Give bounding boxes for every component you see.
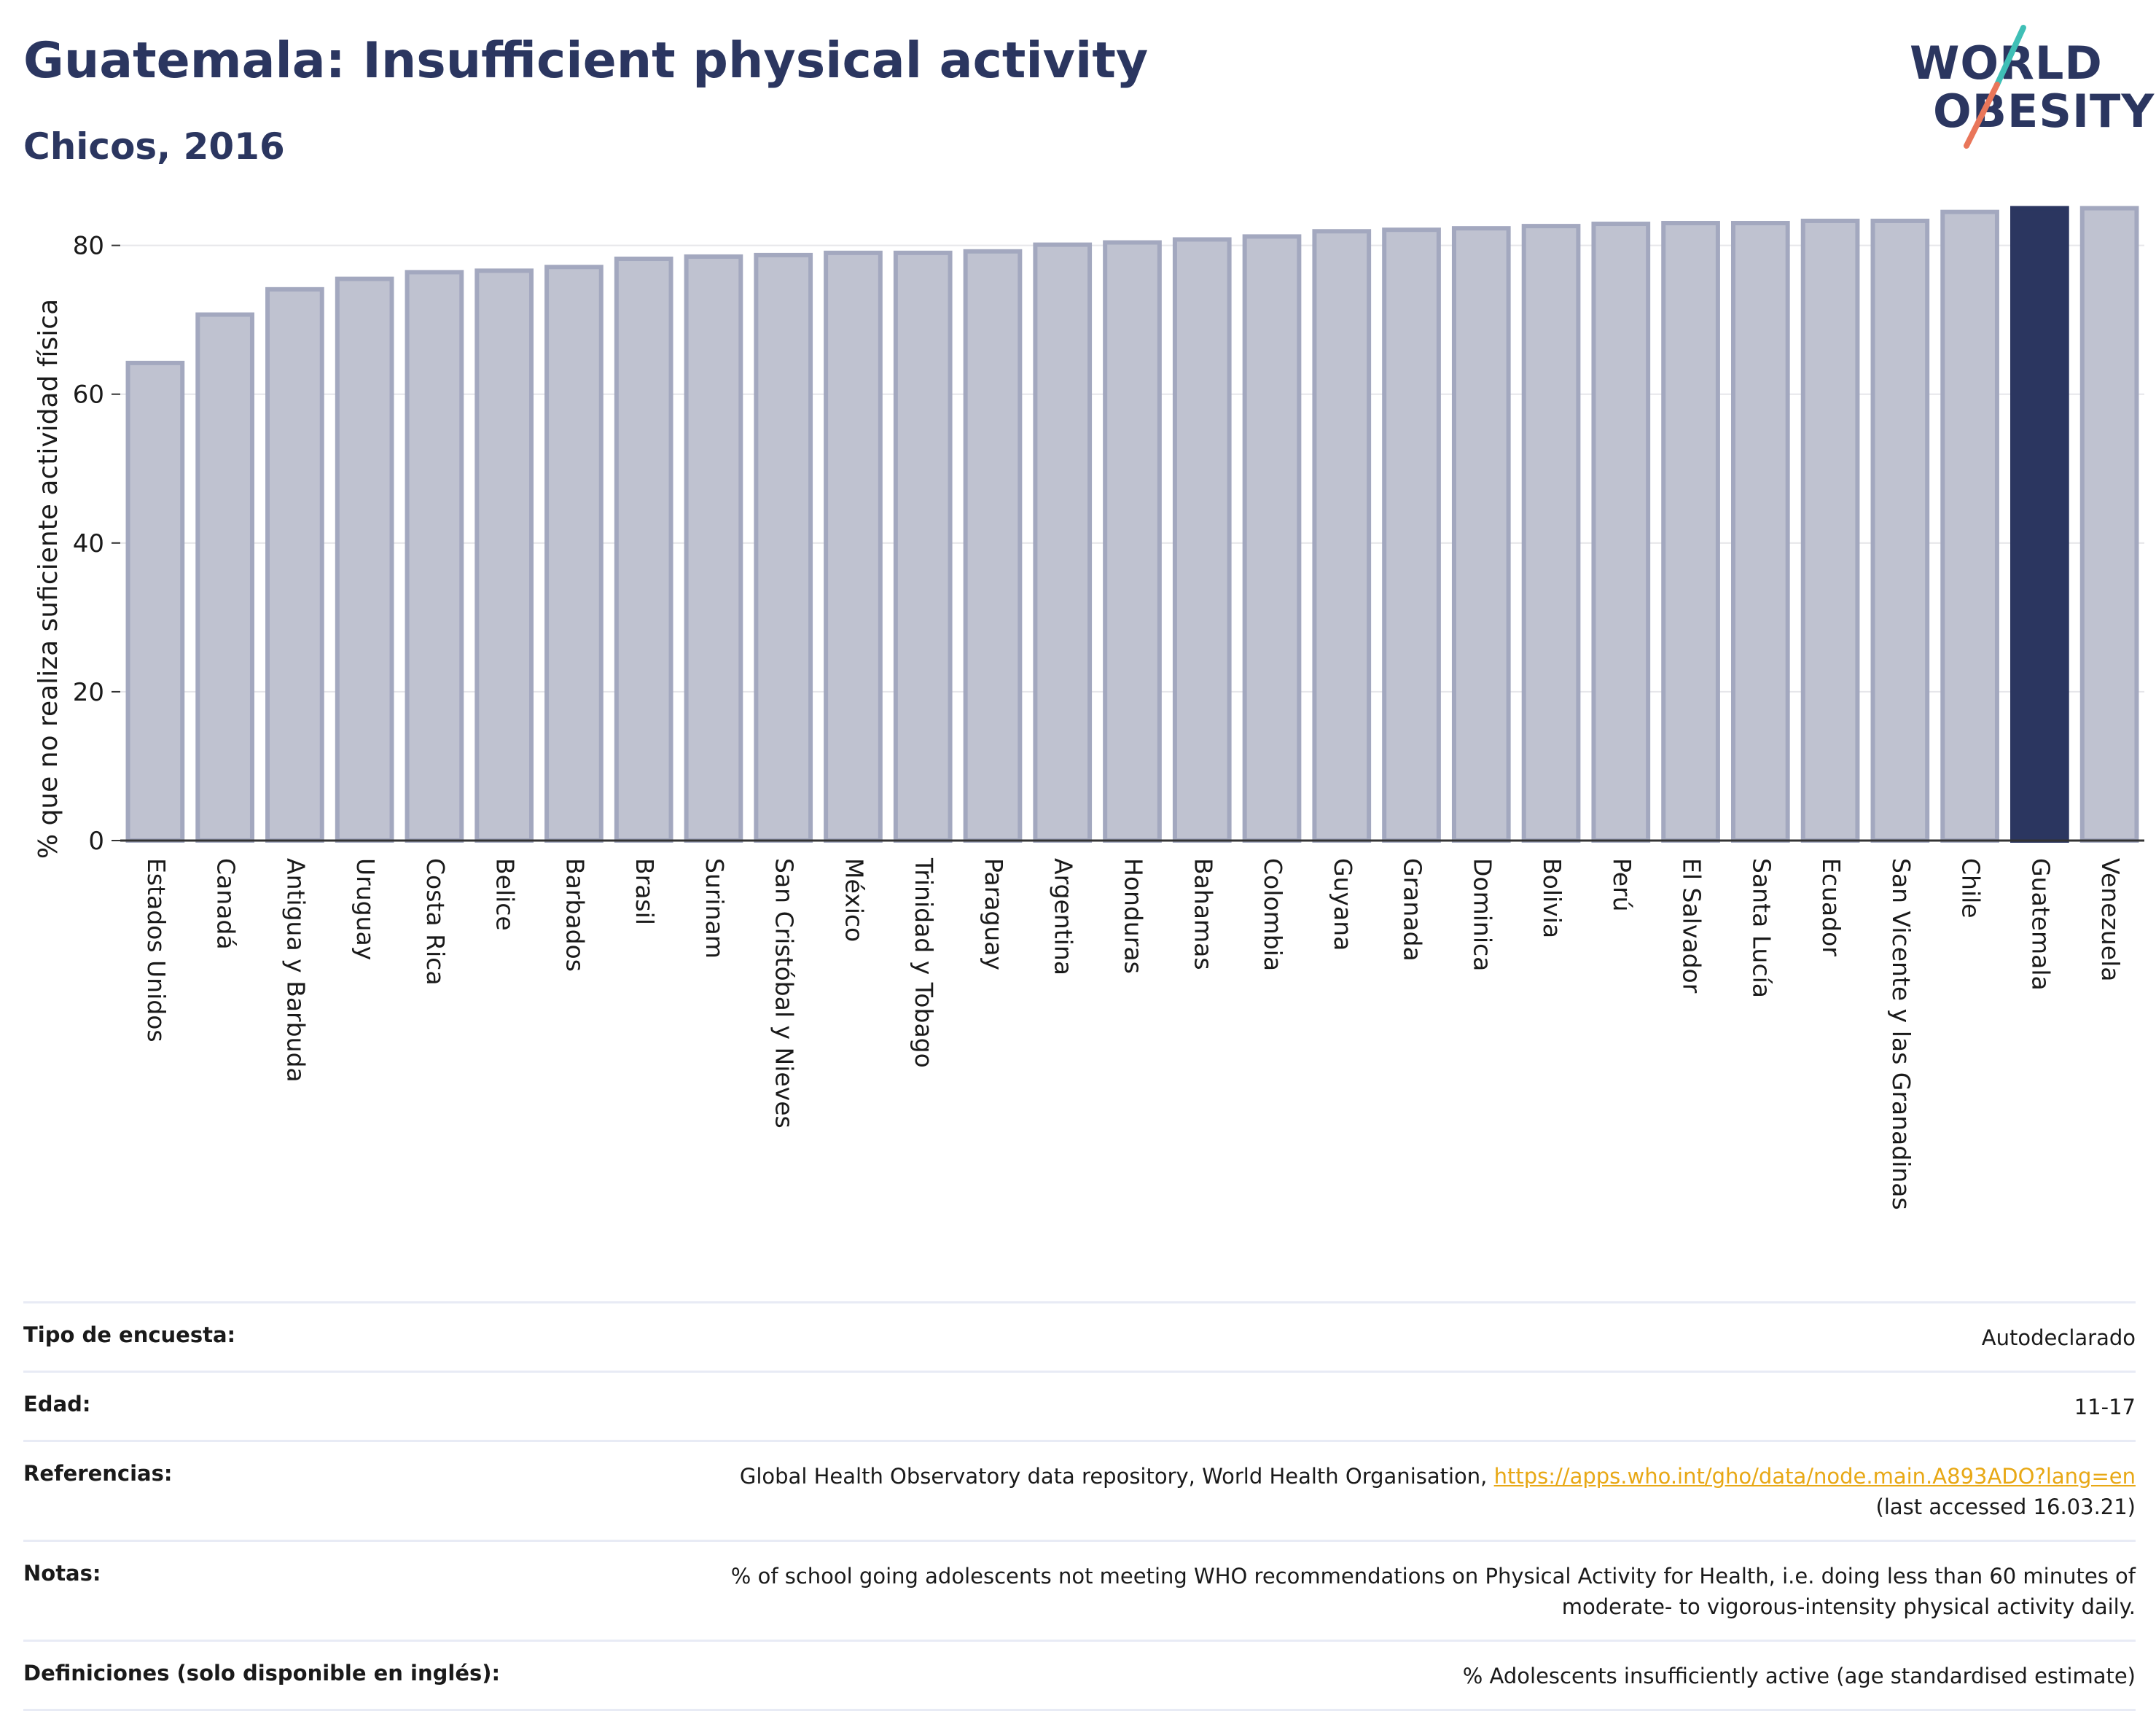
info-value: % of school going adolescents not meetin… xyxy=(731,1561,2136,1622)
info-table: Tipo de encuesta: Autodeclarado Edad: 11… xyxy=(23,1301,2136,1711)
x-tick-label: El Salvador xyxy=(1678,858,1706,994)
bar-san-vicente-y-las-granadinas xyxy=(1870,218,1930,843)
x-tick-label: Canadá xyxy=(212,858,241,950)
bar-costa-rica xyxy=(405,270,464,843)
bar-ecuador xyxy=(1800,218,1860,843)
x-tick-label: Brasil xyxy=(630,858,659,925)
info-value: Global Health Observatory data repositor… xyxy=(740,1461,2136,1522)
reference-link[interactable]: https://apps.who.int/gho/data/node.main.… xyxy=(1493,1464,2136,1489)
bar-per- xyxy=(1591,222,1651,843)
reference-access-date: (last accessed 16.03.21) xyxy=(1875,1494,2136,1520)
x-tick-label: San Vicente y las Granadinas xyxy=(1887,858,1915,1210)
info-row-survey-type: Tipo de encuesta: Autodeclarado xyxy=(23,1301,2136,1371)
x-tick-label: Chile xyxy=(1957,858,1985,919)
x-tick-label: Trinidad y Tobago xyxy=(910,857,938,1068)
bar-chile xyxy=(1940,209,1999,843)
info-value: % Adolescents insufficiently active (age… xyxy=(1462,1664,2136,1689)
logo-slash-icon xyxy=(1964,25,2026,149)
bar-dominica xyxy=(1451,226,1511,843)
info-row-notes: Notas: % of school going adolescents not… xyxy=(23,1540,2136,1640)
x-tick-label: Perú xyxy=(1608,858,1636,912)
x-tick-label: Bahamas xyxy=(1189,858,1217,970)
bars xyxy=(125,206,2139,843)
info-value: 11-17 xyxy=(2074,1395,2136,1420)
world-obesity-logo: WORLD OBESITY xyxy=(1895,22,2154,153)
bar-chart: Estados Unidos Canadá Antigua y Barbuda Uru… xyxy=(34,206,2144,1210)
info-label: Tipo de encuesta: xyxy=(23,1322,236,1347)
x-tick-labels: Estados Unidos Canadá Antigua y Barbuda Uru… xyxy=(142,857,2125,1210)
info-row-age: Edad: 11-17 xyxy=(23,1371,2136,1440)
y-axis-label: % que no realiza suficiente actividad fí… xyxy=(34,299,63,859)
bar-antigua-y-barbuda xyxy=(265,287,324,843)
info-label: Notas: xyxy=(23,1561,101,1586)
x-tick-label: Dominica xyxy=(1468,858,1496,971)
reference-text: Global Health Observatory data repositor… xyxy=(739,1464,1494,1489)
x-tick-label: Bolivia xyxy=(1538,858,1566,938)
notes-line2: moderate- to vigorous-intensity physical… xyxy=(1561,1594,2136,1620)
logo-slash-coral xyxy=(1964,82,2000,149)
x-tick-label: Barbados xyxy=(561,858,589,972)
x-tick-label: Estados Unidos xyxy=(142,858,171,1042)
y-tick-labels: 0 20 40 60 80 xyxy=(73,232,104,856)
bar-argentina xyxy=(1033,242,1093,843)
logo-slash-teal xyxy=(1994,25,2026,87)
bar-belice xyxy=(474,268,534,843)
info-row-references: Referencias: Global Health Observatory d… xyxy=(23,1440,2136,1540)
y-tick-label: 40 xyxy=(73,529,104,558)
x-tick-label: México xyxy=(840,858,868,942)
info-value: Autodeclarado xyxy=(1981,1325,2136,1350)
page-title: Guatemala: Insufficient physical activit… xyxy=(23,32,1149,90)
page-subtitle: Chicos, 2016 xyxy=(23,125,285,168)
bar-paraguay xyxy=(963,249,1023,843)
x-tick-label: Paraguay xyxy=(980,858,1008,970)
x-tick-label: Uruguay xyxy=(351,858,380,960)
x-tick-label: Honduras xyxy=(1120,858,1148,974)
bar-colombia xyxy=(1242,234,1302,843)
x-tick-label: Granada xyxy=(1399,858,1427,962)
y-tick-label: 20 xyxy=(73,678,104,707)
x-tick-label: Costa Rica xyxy=(421,858,450,986)
bar-bolivia xyxy=(1521,224,1581,843)
x-tick-label: Venezuela xyxy=(2096,858,2125,981)
bar-estados-unidos xyxy=(125,360,185,843)
bar-m-xico xyxy=(824,250,883,843)
bar-trinidad-y-tobago xyxy=(893,250,953,843)
bar-san-crist-bal-y-nieves xyxy=(754,252,813,843)
x-tick-label: Guyana xyxy=(1329,858,1357,951)
bar-santa-luc-a xyxy=(1730,221,1790,843)
bar-uruguay xyxy=(335,276,394,843)
x-tick-label: Colombia xyxy=(1259,858,1287,971)
bar-venezuela xyxy=(2079,206,2139,843)
x-tick-label: Ecuador xyxy=(1817,858,1846,956)
x-tick-label: Santa Lucía xyxy=(1747,858,1776,998)
bar-guatemala xyxy=(2010,206,2069,843)
y-tick-label: 60 xyxy=(73,381,104,410)
x-tick-label: Surinam xyxy=(700,858,729,959)
bar-honduras xyxy=(1103,240,1162,843)
bar-canad- xyxy=(195,312,254,843)
bar-guyana xyxy=(1312,229,1372,843)
info-label: Referencias: xyxy=(23,1461,173,1486)
bar-granada xyxy=(1382,227,1441,843)
bar-brasil xyxy=(614,257,673,843)
x-tick-label: Antigua y Barbuda xyxy=(281,858,310,1083)
info-label: Edad: xyxy=(23,1392,91,1417)
y-tick-label: 80 xyxy=(73,232,104,261)
x-tick-label: Argentina xyxy=(1050,858,1078,975)
info-label: Definiciones (solo disponible en inglés)… xyxy=(23,1661,501,1686)
bar-barbados xyxy=(544,265,604,843)
logo-line2: OBESITY xyxy=(1933,85,2155,138)
x-tick-label: Guatemala xyxy=(2026,858,2055,991)
x-tick-label: San Cristóbal y Nieves xyxy=(770,858,799,1129)
x-tick-label: Belice xyxy=(491,858,520,931)
info-row-definitions: Definiciones (solo disponible en inglés)… xyxy=(23,1640,2136,1711)
bar-bahamas xyxy=(1172,237,1232,843)
notes-line1: % of school going adolescents not meetin… xyxy=(730,1564,2136,1589)
y-tick-label: 0 xyxy=(88,827,104,856)
bar-el-salvador xyxy=(1661,221,1720,843)
bar-surinam xyxy=(684,254,743,843)
